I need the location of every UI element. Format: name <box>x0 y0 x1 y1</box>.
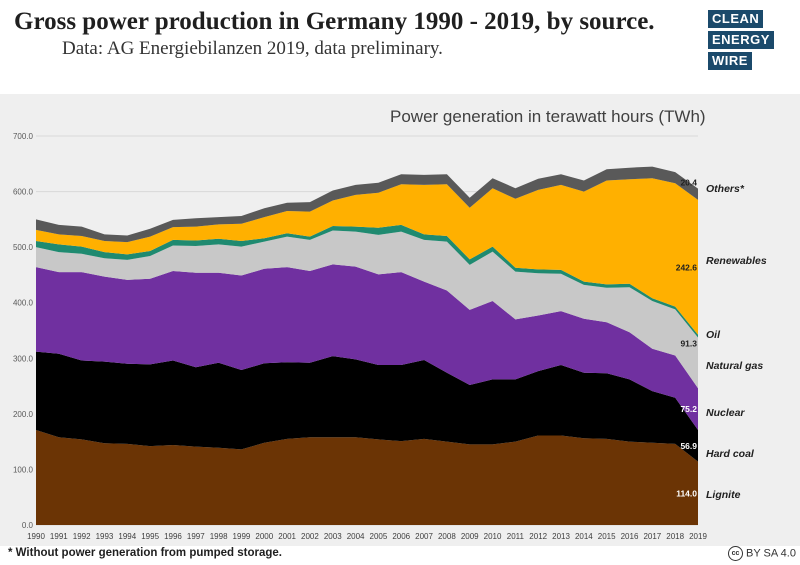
data-label: 75.2 <box>680 404 697 414</box>
area-others <box>36 166 698 243</box>
chart-subtitle: Data: AG Energiebilanzen 2019, data prel… <box>62 38 443 59</box>
x-tick-label: 2012 <box>529 532 547 541</box>
logo-line-3: WIRE <box>708 52 752 70</box>
area-renewables <box>36 178 698 335</box>
data-label: 20.4 <box>680 178 697 188</box>
legend-nuclear: Nuclear <box>706 407 745 419</box>
legend-hard-coal: Hard coal <box>706 448 755 460</box>
license-badge[interactable]: cc BY SA 4.0 <box>728 546 796 561</box>
x-tick-label: 1991 <box>50 532 68 541</box>
x-tick-label: 2014 <box>575 532 593 541</box>
x-tick-label: 1998 <box>210 532 228 541</box>
data-label: 91.3 <box>680 339 697 349</box>
legend-others: Others* <box>706 183 745 195</box>
logo-line-2: ENERGY <box>708 31 774 49</box>
x-tick-label: 2016 <box>621 532 639 541</box>
x-tick-label: 1996 <box>164 532 182 541</box>
data-label: 56.9 <box>680 441 697 451</box>
x-tick-label: 2005 <box>370 532 388 541</box>
x-tick-label: 1997 <box>187 532 205 541</box>
area-nuclear <box>36 264 698 430</box>
footnote: * Without power generation from pumped s… <box>8 547 282 559</box>
y-tick-label: 100.0 <box>13 465 34 474</box>
plot-title: Power generation in terawatt hours (TWh) <box>390 107 706 126</box>
legend-renewables: Renewables <box>706 255 767 267</box>
area-natural-gas <box>36 230 698 389</box>
creative-commons-icon: cc <box>728 546 743 561</box>
x-tick-label: 1999 <box>233 532 251 541</box>
x-tick-label: 1995 <box>141 532 159 541</box>
y-tick-label: 700.0 <box>13 132 34 141</box>
chart-title: Gross power production in Germany 1990 -… <box>14 8 655 35</box>
area-hard-coal <box>36 351 698 462</box>
x-tick-label: 2003 <box>324 532 342 541</box>
y-tick-label: 200.0 <box>13 410 34 419</box>
x-tick-label: 2017 <box>643 532 661 541</box>
y-tick-label: 500.0 <box>13 243 34 252</box>
x-tick-label: 2007 <box>415 532 433 541</box>
area-lignite <box>36 430 698 525</box>
clean-energy-wire-logo[interactable]: CLEAN ENERGY WIRE <box>708 10 778 73</box>
x-tick-label: 2008 <box>438 532 456 541</box>
legend-lignite: Lignite <box>706 489 741 501</box>
x-tick-label: 2011 <box>507 532 525 541</box>
data-label: 114.0 <box>676 488 697 498</box>
legend-oil: Oil <box>706 329 721 341</box>
x-tick-label: 1993 <box>96 532 114 541</box>
y-tick-label: 300.0 <box>13 354 34 363</box>
x-tick-label: 2004 <box>347 532 365 541</box>
license-text: BY SA 4.0 <box>746 547 796 560</box>
data-label: 242.6 <box>676 262 698 272</box>
x-tick-label: 2019 <box>689 532 707 541</box>
x-tick-label: 2018 <box>666 532 684 541</box>
x-tick-label: 1992 <box>73 532 91 541</box>
x-tick-label: 2006 <box>392 532 410 541</box>
legend-natural-gas: Natural gas <box>706 360 763 372</box>
x-tick-label: 2002 <box>301 532 319 541</box>
x-tick-label: 2000 <box>255 532 273 541</box>
y-tick-label: 0.0 <box>22 521 34 530</box>
x-tick-label: 2009 <box>461 532 479 541</box>
x-tick-label: 1994 <box>118 532 136 541</box>
x-tick-label: 2015 <box>598 532 616 541</box>
x-tick-label: 1990 <box>27 532 45 541</box>
x-tick-label: 2010 <box>484 532 502 541</box>
logo-line-1: CLEAN <box>708 10 764 28</box>
x-tick-label: 2013 <box>552 532 570 541</box>
y-tick-label: 600.0 <box>13 188 34 197</box>
x-tick-label: 2001 <box>278 532 296 541</box>
y-tick-label: 400.0 <box>13 299 34 308</box>
